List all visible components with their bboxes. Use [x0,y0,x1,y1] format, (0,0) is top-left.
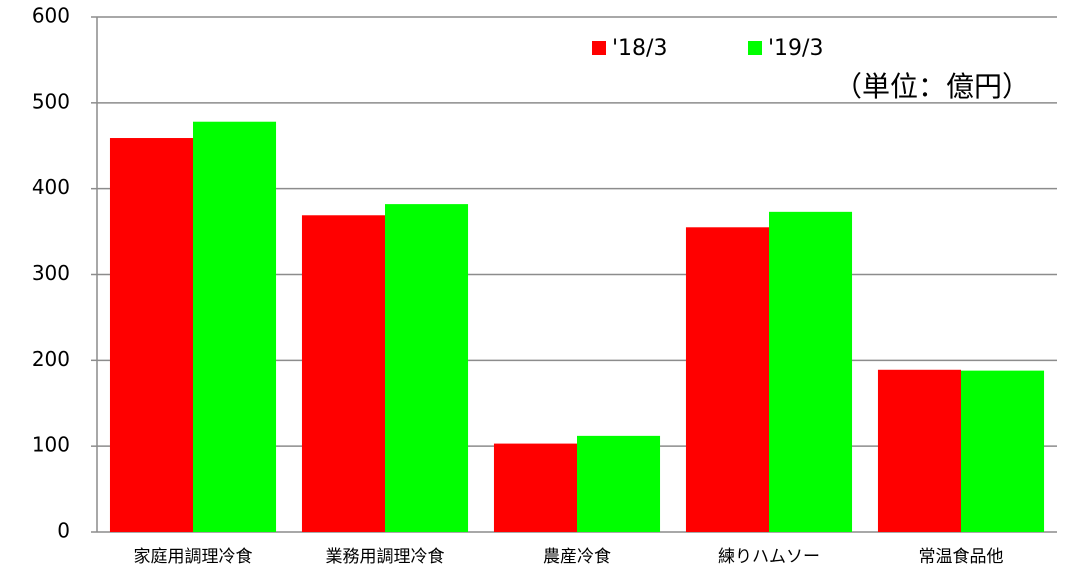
x-tick-label: 農産冷食 [543,547,611,567]
bar [385,204,469,532]
legend-swatch [592,41,606,55]
x-tick-label: 常温食品他 [919,547,1004,567]
x-tick-label: 練りハムソー [718,547,820,567]
y-tick-label: 500 [32,89,70,113]
legend-label: '19/3 [768,36,823,61]
bar [769,211,853,532]
y-tick-label: 200 [32,347,70,371]
bar [877,369,961,532]
bar [961,370,1045,532]
bar [577,435,661,532]
y-tick-label: 400 [32,175,70,199]
bar [193,121,277,532]
bar [109,138,193,532]
x-tick-label: 家庭用調理冷食 [134,547,253,567]
y-tick-label: 100 [32,433,70,457]
y-tick-label: 300 [32,261,70,285]
bar [493,443,577,532]
legend-label: '18/3 [612,36,667,61]
legend-swatch [748,41,762,55]
y-tick-label: 600 [32,4,70,28]
bar [685,227,769,532]
bar [301,215,385,532]
unit-annotation: （単位：億円） [834,70,1030,103]
y-tick-label: 0 [57,519,70,543]
x-tick-label: 業務用調理冷食 [326,547,445,567]
